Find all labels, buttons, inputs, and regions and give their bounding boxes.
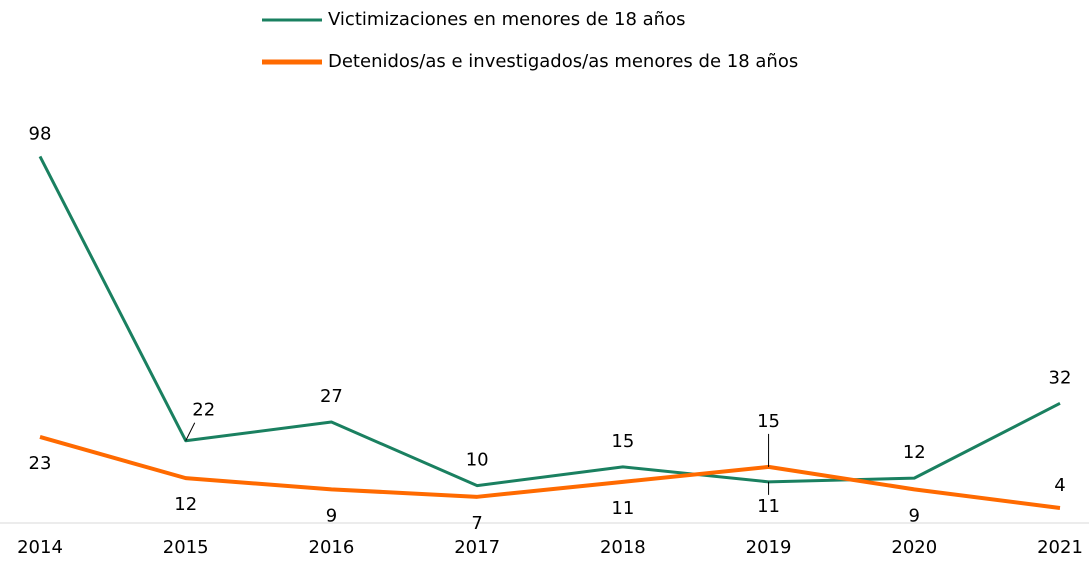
data-label: 10 <box>466 450 489 471</box>
leader-line <box>185 422 196 441</box>
data-label: 4 <box>1054 475 1065 496</box>
legend-label: Detenidos/as e investigados/as menores d… <box>328 51 798 72</box>
x-tick-label: 2017 <box>454 537 500 558</box>
data-label: 15 <box>757 411 780 432</box>
data-label: 12 <box>903 442 926 463</box>
data-label: 11 <box>757 496 780 517</box>
x-tick-label: 2015 <box>163 537 209 558</box>
data-label: 12 <box>174 494 197 515</box>
x-tick-label: 2018 <box>600 537 646 558</box>
x-tick-label: 2021 <box>1037 537 1083 558</box>
data-label: 23 <box>29 453 52 474</box>
data-label: 98 <box>29 123 52 144</box>
legend-label: Victimizaciones en menores de 18 años <box>328 9 685 30</box>
x-tick-label: 2016 <box>309 537 355 558</box>
data-label: 7 <box>471 513 482 534</box>
data-label: 11 <box>611 498 634 519</box>
x-tick-label: 2019 <box>746 537 792 558</box>
series-line <box>39 435 1061 511</box>
data-label: 22 <box>192 400 215 421</box>
x-tick-label: 2020 <box>891 537 937 558</box>
x-tick-label: 2014 <box>17 537 63 558</box>
data-label: 9 <box>909 505 920 526</box>
data-label: 9 <box>326 505 337 526</box>
data-label: 32 <box>1049 367 1072 388</box>
data-label: 27 <box>320 386 343 407</box>
series-line <box>38 155 1061 488</box>
data-label: 15 <box>611 431 634 452</box>
